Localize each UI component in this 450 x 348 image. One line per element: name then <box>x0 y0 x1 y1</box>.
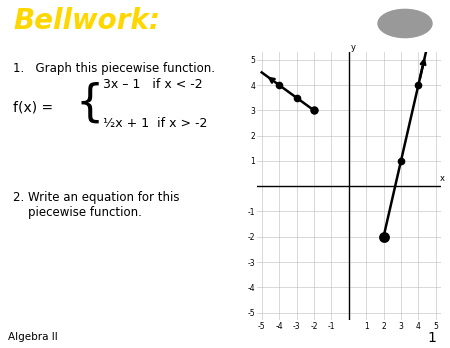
Text: ½x + 1  if x > -2: ½x + 1 if x > -2 <box>104 117 208 130</box>
Text: 2. Write an equation for this
    piecewise function.: 2. Write an equation for this piecewise … <box>13 191 179 220</box>
Text: 1: 1 <box>428 331 436 345</box>
Text: Bellwork:: Bellwork: <box>14 7 161 35</box>
Text: 3x – 1   if x < -2: 3x – 1 if x < -2 <box>104 78 203 91</box>
Text: f(x) =: f(x) = <box>13 100 57 114</box>
Text: x: x <box>439 174 444 183</box>
Text: Algebra II: Algebra II <box>8 332 57 342</box>
Text: 1.   Graph this piecewise function.: 1. Graph this piecewise function. <box>13 62 215 75</box>
Text: {: { <box>76 81 104 124</box>
Text: y: y <box>351 43 356 52</box>
Circle shape <box>378 9 432 38</box>
